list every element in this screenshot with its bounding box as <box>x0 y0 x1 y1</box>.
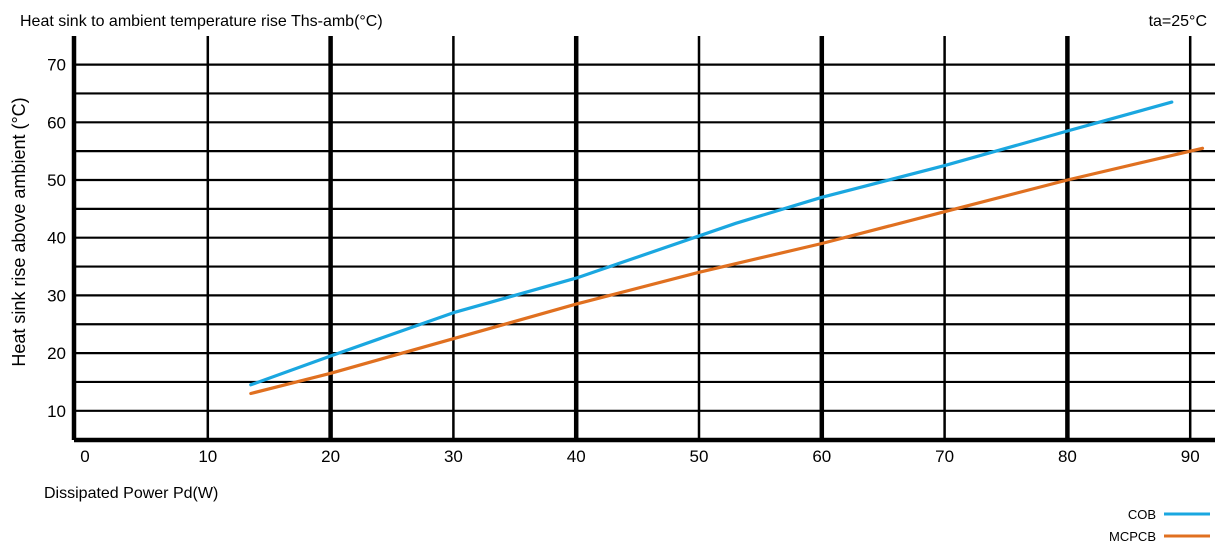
series-line-cob <box>249 100 1174 387</box>
legend-label-cob: COB <box>1128 507 1156 522</box>
y-axis-label: Heat sink rise above ambient (°C) <box>9 97 29 366</box>
y-tick-label: 20 <box>47 344 66 363</box>
x-tick-label: 90 <box>1181 447 1200 466</box>
x-tick-label: 80 <box>1058 447 1077 466</box>
y-tick-label: 70 <box>47 56 66 75</box>
x-tick-label: 70 <box>935 447 954 466</box>
chart-grid <box>71 36 1215 443</box>
y-tick-label: 50 <box>47 171 66 190</box>
y-tick-label: 30 <box>47 286 66 305</box>
x-tick-label: 50 <box>690 447 709 466</box>
x-axis-label: Dissipated Power Pd(W) <box>44 485 218 502</box>
legend-label-mcpcb: MCPCB <box>1109 529 1156 542</box>
x-tick-label: 20 <box>321 447 340 466</box>
series-lines <box>249 100 1205 396</box>
series-line-mcpcb <box>249 146 1205 396</box>
x-tick-label: 10 <box>198 447 217 466</box>
chart-title: Heat sink to ambient temperature rise Th… <box>20 13 383 30</box>
x-tick-label: 40 <box>567 447 586 466</box>
y-tick-label: 60 <box>47 113 66 132</box>
ambient-temperature-annotation: ta=25°C <box>1149 13 1207 30</box>
y-tick-label: 40 <box>47 229 66 248</box>
tick-labels: 0 10 20 30 40 50 60 70 80 90 10 20 30 40 50 60 70 <box>47 56 1200 466</box>
y-tick-label: 10 <box>47 402 66 421</box>
x-tick-label: 60 <box>812 447 831 466</box>
x-tick-label: 30 <box>444 447 463 466</box>
x-tick-label: 0 <box>80 447 89 466</box>
legend: COB MCPCB <box>1109 507 1210 542</box>
